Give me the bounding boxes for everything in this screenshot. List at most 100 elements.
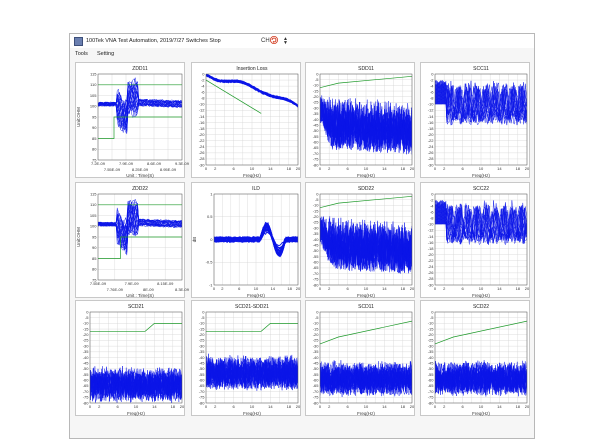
- x-tick-label: 0: [205, 404, 208, 409]
- chart-title: ZDD11: [132, 66, 148, 72]
- y-tick-label: -5: [430, 315, 434, 320]
- y-tick-label: -75: [83, 395, 90, 400]
- x-tick-label: 20: [525, 286, 530, 291]
- y-tick-label: -40: [313, 355, 320, 360]
- x-tick-label: 18: [516, 286, 521, 291]
- x-tick-label: 2: [214, 166, 217, 171]
- y-tick-label: -65: [83, 383, 90, 388]
- y-tick-label: 100: [90, 224, 97, 229]
- plot-frame: [89, 311, 183, 404]
- series-line: [435, 200, 527, 245]
- x-tick-label: 14: [382, 166, 387, 171]
- y-tick-label: -25: [428, 338, 435, 343]
- series-line: [435, 81, 527, 126]
- x-tick-label: 20: [525, 404, 530, 409]
- chart-title: SCD22: [473, 304, 489, 310]
- limit-line: [90, 323, 182, 332]
- series-line: [98, 208, 182, 248]
- chart-panel-sdd22: SDD22 0 -5 -10 -15 -20 -25 -30 -35 -40 -45 -50 -55 -6…: [305, 182, 415, 298]
- y-tick-label: -40: [313, 237, 320, 242]
- y-tick-label: -35: [83, 349, 90, 354]
- y-tick-label: -55: [428, 372, 435, 377]
- chart-title: ZDD22: [132, 186, 148, 192]
- chart-panel-sdd11: SDD11 0 -5 -10 -15 -20 -25 -30 -35 -40 -45 -50 -55 -6…: [305, 62, 415, 178]
- y-tick-label: -10: [313, 83, 320, 88]
- trace-group: [214, 221, 298, 258]
- trace-group: [435, 360, 527, 397]
- y-tick-label: -28: [199, 156, 206, 161]
- y-tick-label: -55: [199, 372, 206, 377]
- chart-panel-ild: ILD 1 0.5 0 -0.5 -1 0 2 6 10 14 18 20 Freq(Hz) dB: [191, 182, 301, 298]
- trace-group: [206, 74, 298, 108]
- x-tick-label: 20: [296, 286, 301, 291]
- x-tick-label: 7.9E-09: [125, 281, 140, 286]
- series-line: [214, 227, 298, 253]
- spin-icon[interactable]: ▲ ▼: [283, 36, 288, 46]
- x-tick-label: 14: [497, 166, 502, 171]
- y-tick-label: -16: [428, 120, 435, 125]
- x-tick-label: 6: [116, 404, 119, 409]
- x-tick-label: 18: [401, 166, 406, 171]
- y-tick-label: -10: [313, 203, 320, 208]
- series-line: [435, 80, 527, 126]
- y-tick-label: 0: [431, 191, 434, 196]
- y-tick-label: -18: [428, 246, 435, 251]
- y-tick-label: -75: [313, 277, 320, 282]
- chart-title: SCD21-SDD21: [235, 304, 269, 310]
- y-tick-label: -20: [199, 132, 206, 137]
- x-tick-label: 10: [479, 404, 484, 409]
- x-tick-label: 7.55E-09: [90, 281, 107, 286]
- y-tick-label: 100: [90, 104, 97, 109]
- menu-setting[interactable]: Setting: [97, 51, 115, 57]
- y-tick-label: -30: [428, 343, 435, 348]
- y-tick-label: -24: [428, 144, 435, 149]
- y-tick-label: -0.5: [206, 260, 214, 265]
- chart-panel-zdd11: ZDD11 115 110 105 100 95 90 85 80 75 7.2E-09 7.55E-…: [75, 62, 190, 178]
- x-tick-label: 18: [516, 404, 521, 409]
- y-tick-label: -55: [313, 134, 320, 139]
- y-tick-label: 90: [92, 125, 97, 130]
- y-tick-label: -6: [201, 90, 205, 95]
- x-tick-label: 6: [461, 286, 464, 291]
- chart-panel-scd21: SCD21 0 -5 -10 -15 -20 -25 -30 -35 -40 -45 -50 -55 -6…: [75, 300, 185, 416]
- chart-title: SDD11: [358, 66, 374, 72]
- x-tick-label: 0: [434, 166, 437, 171]
- chart-scd21: SCD210-5-10-15-20-25-30-35-40-45-50-55-6…: [83, 304, 185, 416]
- series-line: [90, 367, 182, 400]
- plot-frame: [97, 73, 183, 161]
- y-tick-label: -28: [428, 156, 435, 161]
- x-tick-label: 10: [479, 286, 484, 291]
- x-axis-label: Freq(Hz): [472, 293, 490, 298]
- x-tick-label: 0: [319, 286, 322, 291]
- x-tick-label: 2: [328, 166, 331, 171]
- refresh-icon[interactable]: [270, 36, 278, 44]
- y-tick-label: -26: [428, 150, 435, 155]
- y-tick-label: -10: [83, 321, 90, 326]
- y-tick-label: -50: [428, 366, 435, 371]
- x-tick-label: 18: [401, 404, 406, 409]
- x-tick-label: 2: [328, 404, 331, 409]
- menu-tools[interactable]: Tools: [75, 51, 88, 57]
- y-tick-label: -18: [199, 126, 206, 131]
- app-icon: [74, 37, 83, 46]
- y-tick-label: 0: [316, 71, 319, 76]
- y-tick-label: -70: [199, 389, 206, 394]
- y-tick-label: 95: [92, 114, 97, 119]
- series-line: [435, 200, 527, 245]
- y-tick-label: -35: [199, 349, 206, 354]
- y-tick-label: 90: [92, 245, 97, 250]
- x-tick-label: 20: [296, 404, 301, 409]
- y-tick-label: -70: [83, 389, 90, 394]
- chart-panel-scd11: SCD11 0 -5 -10 -15 -20 -25 -30 -35 -40 -45 -50 -55 -6…: [305, 300, 415, 416]
- y-tick-label: 85: [92, 136, 97, 141]
- chart-panel-zdd22: ZDD22 115 110 105 100 95 90 85 80 75 7.55E-09 7.76E…: [75, 182, 190, 298]
- y-tick-label: -4: [201, 83, 205, 88]
- y-tick-label: -35: [313, 111, 320, 116]
- y-tick-label: -45: [428, 360, 435, 365]
- y-tick-label: -75: [313, 157, 320, 162]
- y-tick-label: -80: [199, 400, 206, 405]
- series-line: [320, 217, 412, 272]
- series-line: [206, 359, 298, 390]
- chart-zdd22: ZDD22 115 110 105 100 95 90 85 80 757.55E-097.76E…: [76, 186, 190, 298]
- y-tick-label: -20: [428, 252, 435, 257]
